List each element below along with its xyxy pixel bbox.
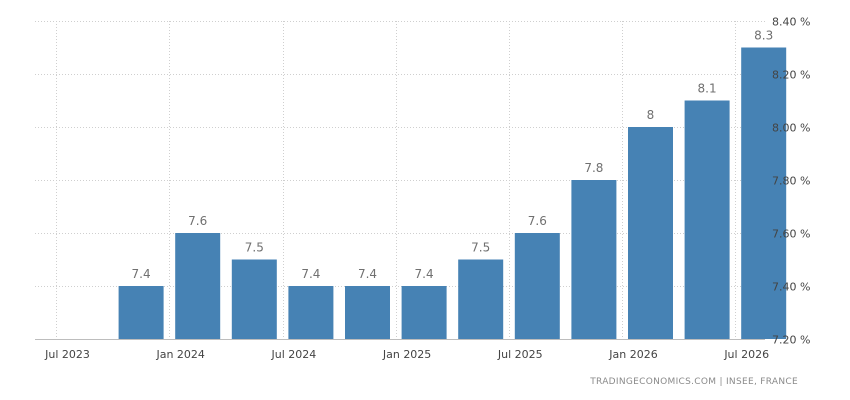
bar	[288, 286, 334, 339]
bar	[458, 259, 504, 339]
bar-value-label: 7.5	[471, 241, 490, 255]
y-tick-label: 7.40 %	[772, 281, 810, 294]
bar-value-label: 7.4	[301, 267, 320, 281]
x-tick-label: Jan 2026	[608, 348, 657, 361]
y-tick-label: 7.60 %	[772, 228, 810, 241]
y-tick-label: 7.80 %	[772, 175, 810, 188]
bar-value-label: 7.4	[132, 267, 151, 281]
bar-value-label: 8	[647, 108, 655, 122]
bar	[514, 233, 560, 339]
bar-value-label: 8.3	[754, 29, 773, 43]
bar	[628, 127, 673, 339]
x-tick-label: Jan 2025	[382, 348, 431, 361]
bar-value-label: 7.4	[358, 267, 377, 281]
y-tick-label: 7.20 %	[772, 334, 810, 347]
bar	[684, 100, 730, 339]
bar-value-label: 7.6	[528, 214, 547, 228]
x-tick-label: Jan 2024	[155, 348, 204, 361]
grid	[35, 21, 765, 340]
bar-value-label: 7.8	[584, 161, 603, 175]
bar-value-label: 7.6	[188, 214, 207, 228]
y-tick-label: 8.00 %	[772, 122, 810, 135]
x-tick-label: Jul 2025	[497, 348, 543, 361]
y-tick-label: 8.40 %	[772, 16, 810, 29]
x-tick-label: Jul 2023	[44, 348, 90, 361]
bar	[401, 286, 447, 339]
bar	[175, 233, 221, 339]
bar	[118, 286, 164, 339]
y-tick-label: 8.20 %	[772, 69, 810, 82]
bar-value-label: 8.1	[698, 82, 717, 96]
bar	[741, 47, 787, 339]
source-attribution: TRADINGECONOMICS.COM | INSEE, FRANCE	[590, 377, 798, 387]
bar	[571, 180, 617, 339]
data-labels: 7.4 7.6 7.5 7.4 7.4 7.4 7.5 7.6 7.8 8 8.1 8.3	[132, 29, 774, 282]
x-tick-label: Jul 2026	[723, 348, 769, 361]
bar-value-label: 7.4	[415, 267, 434, 281]
axes: 7.20 % 7.40 % 7.60 % 7.80 % 8.00 % 8.20 % 8.40…	[35, 16, 810, 361]
x-tick-label: Jul 2024	[271, 348, 317, 361]
bars	[118, 47, 787, 339]
bar-value-label: 7.5	[245, 241, 264, 255]
bar	[345, 286, 390, 339]
bar	[231, 259, 277, 339]
